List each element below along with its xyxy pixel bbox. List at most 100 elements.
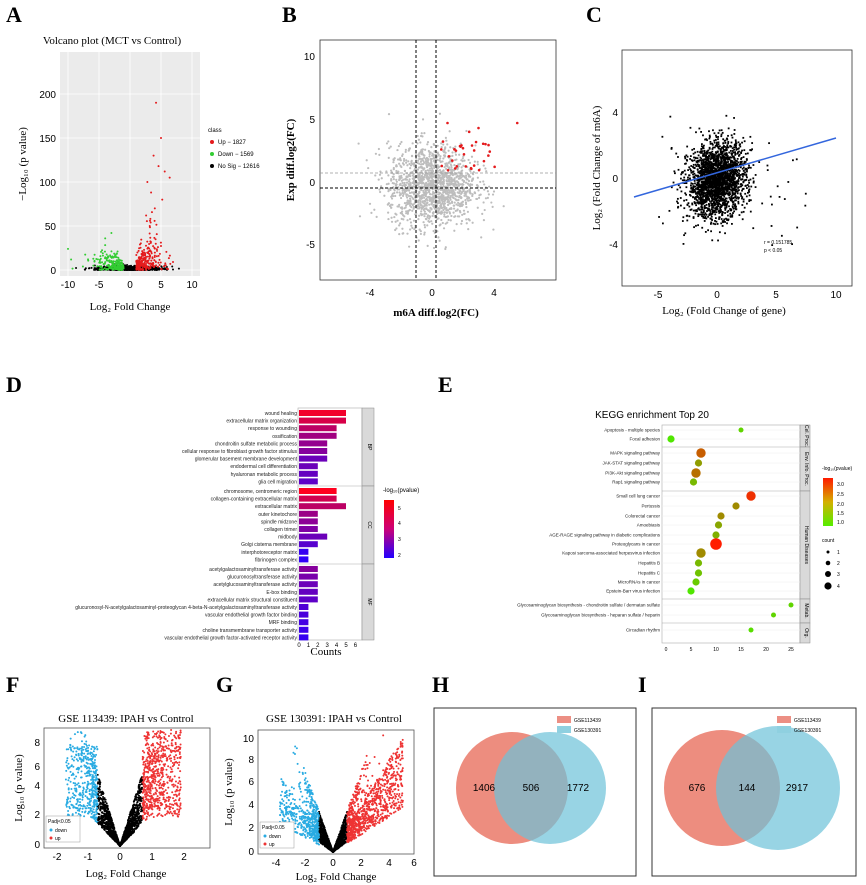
scatter-point	[453, 204, 456, 207]
scatter-point	[420, 169, 423, 173]
scatter-point	[406, 199, 409, 202]
scatter-point	[400, 176, 403, 179]
scatter-point	[686, 204, 689, 206]
scatter-point-highlight	[441, 140, 445, 143]
scatter-point	[408, 174, 412, 178]
scatter-point	[445, 173, 448, 177]
panel-a-xticks: -10 -5 0 5 10	[61, 280, 198, 291]
scatter-point	[717, 143, 720, 146]
scatter-point	[715, 195, 718, 197]
scatter-point	[748, 164, 750, 167]
scatter-point	[450, 200, 454, 203]
volcano-point	[165, 266, 168, 269]
scatter-point	[476, 176, 479, 179]
scatter-point	[432, 229, 435, 233]
scatter-point	[442, 195, 445, 198]
scatter-point	[721, 220, 724, 222]
scatter-point	[392, 161, 395, 164]
scatter-point	[745, 184, 747, 187]
scatter-point	[677, 202, 679, 205]
scatter-point	[461, 157, 464, 160]
scatter-point	[697, 187, 699, 190]
volcano-point-up	[155, 223, 158, 226]
scatter-point	[728, 156, 731, 159]
volcano-point-down	[71, 267, 74, 270]
scatter-point	[697, 171, 700, 174]
scatter-point	[485, 170, 488, 173]
scatter-point	[719, 205, 722, 208]
scatter-point	[441, 202, 444, 205]
volcano-point-down	[93, 253, 96, 256]
scatter-point	[460, 173, 463, 176]
scatter-point	[402, 157, 406, 161]
volcano-point-up	[149, 217, 152, 220]
scatter-point	[454, 153, 458, 156]
scatter-point	[713, 132, 716, 135]
scatter-point	[410, 161, 413, 164]
scatter-point	[736, 192, 739, 195]
scatter-point	[719, 153, 722, 156]
scatter-point	[390, 197, 394, 200]
scatter-point	[395, 227, 398, 230]
scatter-point	[718, 197, 721, 200]
scatter-point	[407, 160, 410, 163]
scatter-point	[733, 196, 735, 199]
scatter-point	[730, 170, 733, 173]
scatter-point	[748, 181, 751, 184]
volcano-point-up	[149, 264, 152, 267]
scatter-point	[746, 176, 748, 179]
scatter-point	[747, 185, 750, 188]
scatter-point	[740, 211, 743, 214]
scatter-point	[721, 150, 724, 153]
scatter-point	[375, 215, 378, 218]
scatter-point	[766, 169, 769, 172]
scatter-point	[708, 137, 711, 140]
volcano-point-up	[160, 268, 163, 271]
scatter-point	[725, 200, 728, 202]
scatter-point	[435, 182, 439, 186]
scatter-point	[451, 188, 455, 192]
scatter-point	[477, 189, 480, 192]
scatter-point	[440, 142, 443, 145]
scatter-point	[464, 176, 467, 179]
scatter-point	[399, 157, 402, 160]
scatter-point	[462, 155, 465, 158]
scatter-point	[411, 209, 414, 212]
volcano-point-up	[140, 238, 143, 241]
scatter-point	[424, 148, 427, 151]
volcano-point-up	[136, 251, 139, 254]
scatter-point	[409, 167, 412, 170]
scatter-point	[445, 185, 448, 188]
scatter-point	[699, 172, 701, 174]
scatter-point	[424, 200, 427, 203]
scatter-point	[733, 117, 735, 119]
scatter-point	[397, 144, 400, 148]
volcano-point-down	[99, 255, 102, 258]
scatter-point	[417, 218, 420, 221]
volcano-point-up	[138, 256, 141, 259]
scatter-point	[426, 143, 429, 146]
scatter-point	[694, 209, 697, 212]
scatter-point	[460, 201, 463, 204]
panel-a-legend: class Up − 1827 Down − 1569 No Sig − 126…	[208, 128, 260, 170]
scatter-point	[482, 180, 485, 183]
scatter-point	[696, 179, 699, 182]
scatter-point	[424, 195, 427, 198]
volcano-point-up	[152, 245, 155, 248]
scatter-point	[425, 160, 429, 163]
scatter-point	[458, 175, 461, 178]
scatter-point-highlight	[455, 165, 459, 168]
scatter-point	[724, 146, 726, 148]
volcano-point-up	[156, 265, 159, 268]
volcano-point-up	[144, 258, 147, 261]
scatter-point	[436, 207, 439, 210]
scatter-point	[427, 220, 430, 223]
scatter-point	[703, 207, 706, 209]
scatter-point	[468, 161, 472, 164]
scatter-point	[727, 172, 729, 175]
scatter-point	[408, 191, 412, 195]
scatter-point	[421, 118, 425, 121]
scatter-point	[467, 175, 470, 178]
panel-a-xtick: 10	[186, 280, 198, 291]
